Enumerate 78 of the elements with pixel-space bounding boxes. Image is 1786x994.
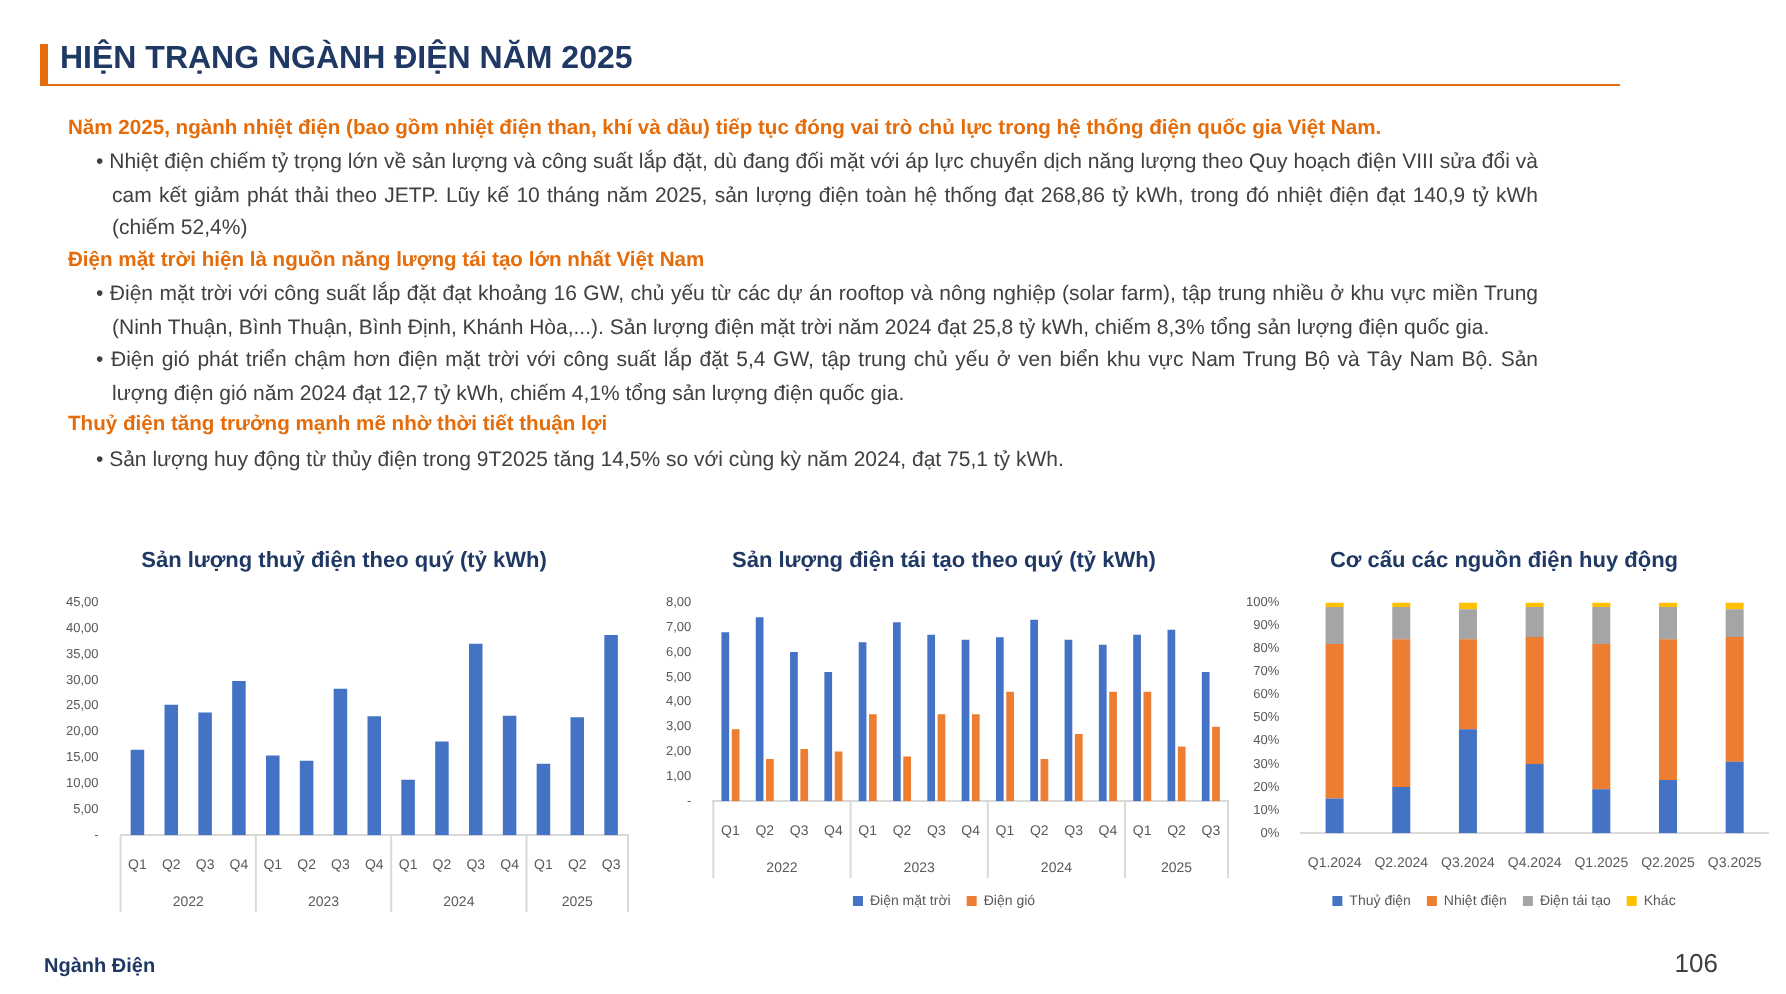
bar xyxy=(903,756,912,802)
text: • Điện gió phát triển chậm hơn điện mặt trời với công suất lắp đặt 5,4 GW, tập trung chủ yếu ở ven biển khu vực Nam Trung Bộ và Tây Nam Bộ. Sản lượng điện gió năm 2024 đạt 12,7 tỷ kWh, chiếm 4,1% tổng sản lượng điện quốc gia. xyxy=(96,345,1538,409)
bar xyxy=(1006,691,1014,802)
bar xyxy=(435,741,449,836)
bar xyxy=(1392,607,1411,640)
text: • Sản lượng huy động từ thủy điện trong 9T2025 tăng 14,5% so với cùng kỳ năm 2024, đạt 75,1 tỷ kWh. xyxy=(96,445,1066,475)
bar xyxy=(869,714,877,802)
bar xyxy=(1074,734,1083,802)
bar xyxy=(536,763,551,836)
bar xyxy=(1167,629,1176,802)
text: HIỆN TRẠNG NGÀNH ĐIỆN NĂM 2025 xyxy=(40,42,1620,85)
bar xyxy=(1212,726,1220,802)
bar xyxy=(1392,787,1411,834)
bar xyxy=(800,749,809,802)
text: Thuỷ điện tăng trưởng mạnh mẽ nhờ thời tiết thuận lợi xyxy=(68,412,610,440)
bar xyxy=(961,639,970,802)
bar xyxy=(755,617,764,802)
bar xyxy=(1098,644,1107,802)
bar xyxy=(1201,671,1210,802)
bar xyxy=(1525,763,1544,834)
bar xyxy=(1592,789,1611,834)
bar xyxy=(937,714,946,802)
bar xyxy=(468,643,483,836)
bar xyxy=(824,671,833,802)
bar xyxy=(1325,798,1344,834)
bar xyxy=(1725,609,1744,638)
bar xyxy=(1525,637,1544,764)
bar xyxy=(1143,691,1152,802)
bar xyxy=(570,717,585,836)
bar xyxy=(1392,639,1411,788)
text: Ngành Điện xyxy=(44,956,156,978)
bar xyxy=(1325,607,1344,644)
bar xyxy=(1592,607,1611,644)
bar xyxy=(1030,619,1038,802)
bar xyxy=(130,749,145,836)
text: Năm 2025, ngành nhiệt điện (bao gồm nhiệt điện than, khí và dầu) tiếp tục đóng vai trò chủ lực trong hệ thống điện quốc gia Việt Nam. xyxy=(68,115,1384,143)
text: • Nhiệt điện chiếm tỷ trọng lớn về sản lượng và công suất lắp đặt, dù đang đối mặt với áp lực chuyển dịch năng lượng theo Quy hoạch điện VIII sửa đổi và cam kết giảm phát thải theo JETP. Lũy kế 10 tháng năm 2025, sản lượng điện toàn hệ thống đạt 268,86 tỷ kWh, trong đó nhiệt điện đạt 140,9 tỷ kWh (chiếm 52,4%) xyxy=(96,147,1538,244)
bar xyxy=(604,634,618,836)
bar xyxy=(232,681,246,836)
bar xyxy=(1325,643,1344,799)
bar xyxy=(1109,691,1117,802)
bar xyxy=(731,729,740,802)
bar xyxy=(1064,639,1073,802)
bar xyxy=(1525,607,1544,638)
chart-title: Sản lượng thuỷ điện theo quý (tỷ kWh) xyxy=(141,549,548,574)
text: Điện mặt trời hiện là nguồn năng lượng tái tạo lớn nhất Việt Nam xyxy=(68,247,707,275)
bar xyxy=(1725,761,1744,834)
bar xyxy=(266,755,280,836)
bar xyxy=(1040,758,1049,802)
bar xyxy=(1458,609,1477,640)
bar xyxy=(721,632,730,802)
bar xyxy=(502,715,517,836)
bar xyxy=(995,637,1004,802)
bar xyxy=(893,622,901,802)
chart-title: Cơ cấu các nguồn điện huy động xyxy=(1329,549,1679,574)
bar xyxy=(164,704,179,836)
bar xyxy=(1658,607,1677,640)
text: • Điện mặt trời với công suất lắp đặt đạt khoảng 16 GW, chủ yếu từ các dự án rooftop và nông nghiệp (solar farm), tập trung nhiều ở khu vực miền Trung (Ninh Thuận, Bình Thuận, Bình Định, Khánh Hòa,...). Sản lượng điện mặt trời năm 2024 đạt 25,8 tỷ kWh, chiếm 8,3% tổng sản lượng điện quốc gia. xyxy=(96,279,1538,343)
bar xyxy=(790,652,798,802)
bar xyxy=(1658,639,1677,781)
chart-title: Sản lượng điện tái tạo theo quý (tỷ kWh) xyxy=(732,549,1157,574)
bar xyxy=(401,779,415,836)
bar xyxy=(1458,729,1477,834)
bar xyxy=(367,716,382,836)
bar xyxy=(1725,637,1744,762)
bar xyxy=(1658,780,1677,834)
bar xyxy=(333,688,348,836)
bar xyxy=(858,642,867,802)
bar xyxy=(1592,643,1611,790)
bar xyxy=(1458,639,1477,730)
bar xyxy=(1133,634,1141,802)
bar xyxy=(971,714,980,802)
bar xyxy=(299,760,314,836)
bar xyxy=(198,712,212,836)
bar xyxy=(927,634,936,802)
bar xyxy=(1177,746,1186,802)
text: 106 xyxy=(1674,948,1718,978)
bar xyxy=(766,758,774,802)
